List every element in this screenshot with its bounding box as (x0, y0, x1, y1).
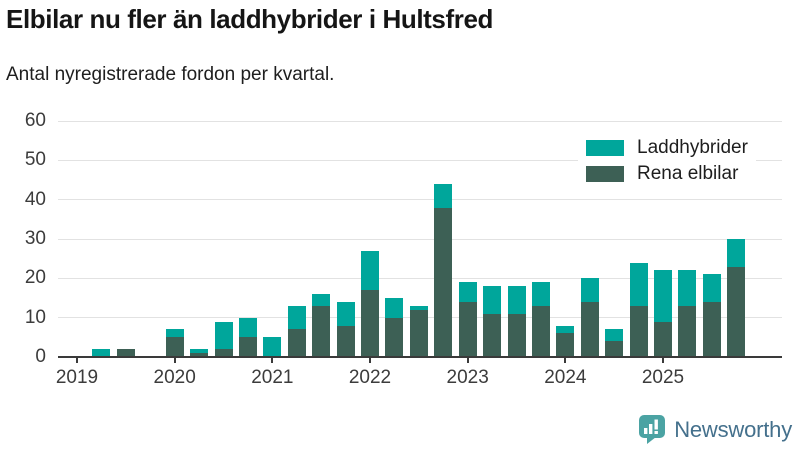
legend-item-laddhybrider: Laddhybrider (586, 135, 748, 161)
y-axis-label: 50 (24, 149, 46, 171)
y-axis-label: 30 (24, 228, 46, 249)
legend-swatch-laddhybrider (586, 140, 624, 156)
bar-segment-rena-elbilar (165, 337, 184, 357)
bar-segment-rena-elbilar (580, 301, 599, 357)
bar-segment-rena-elbilar (385, 317, 404, 357)
x-axis-tick (271, 358, 274, 363)
x-axis-label: 2019 (55, 367, 99, 388)
bar-segment-laddhybrider (238, 317, 257, 338)
y-gridline (58, 159, 782, 161)
bar-segment-laddhybrider (580, 278, 599, 302)
bar-segment-laddhybrider (92, 349, 111, 357)
bar-segment-rena-elbilar (287, 329, 306, 357)
x-axis-label: 2025 (641, 367, 685, 388)
bar-segment-laddhybrider (190, 349, 209, 354)
bar-segment-rena-elbilar (116, 349, 135, 357)
bar-segment-laddhybrider (434, 183, 453, 208)
bar-segment-rena-elbilar (605, 341, 624, 357)
bar-segment-laddhybrider (214, 321, 233, 350)
bar-segment-laddhybrider (605, 329, 624, 342)
bar-segment-laddhybrider (312, 294, 331, 306)
y-gridline (58, 238, 782, 240)
bar-segment-laddhybrider (531, 282, 550, 306)
bar-segment-laddhybrider (678, 270, 697, 306)
y-axis-label: 10 (24, 306, 46, 328)
y-axis-label: 60 (24, 110, 46, 131)
bar-segment-laddhybrider (629, 262, 648, 306)
bar-segment-rena-elbilar (190, 353, 209, 357)
x-axis-label: 2024 (544, 367, 587, 388)
bar-segment-laddhybrider (702, 274, 721, 302)
x-axis-tick (564, 358, 567, 363)
y-axis-label: 40 (24, 188, 46, 210)
chart-subtitle: Antal nyregistrerade fordon per kvartal. (6, 64, 335, 85)
bar-segment-rena-elbilar (238, 337, 257, 357)
y-gridline (58, 120, 782, 122)
bar-segment-laddhybrider (654, 270, 672, 322)
chart-legend: Laddhybrider Rena elbilar (578, 132, 756, 190)
bar-segment-rena-elbilar (507, 313, 526, 357)
newsworthy-brand-link[interactable]: Newsworthy (638, 414, 792, 445)
bar-segment-rena-elbilar (556, 333, 575, 357)
bar-segment-laddhybrider (385, 298, 404, 318)
bar-segment-laddhybrider (165, 329, 184, 338)
newsworthy-logo-icon (639, 415, 666, 444)
y-gridline (58, 199, 782, 201)
bar-segment-rena-elbilar (727, 266, 746, 357)
x-axis-tick (76, 358, 78, 363)
legend-swatch-rena-elbilar (586, 166, 624, 182)
legend-item-rena-elbilar: Rena elbilar (586, 161, 748, 187)
bar-segment-rena-elbilar (654, 321, 672, 357)
bar-segment-laddhybrider (727, 239, 746, 267)
bar-segment-laddhybrider (361, 250, 379, 291)
x-axis-tick (466, 358, 469, 363)
y-axis-label: 20 (24, 267, 46, 289)
bar-segment-laddhybrider (409, 305, 428, 310)
x-axis-label: 2022 (348, 367, 392, 388)
y-axis-label: 0 (35, 346, 46, 367)
bar-segment-rena-elbilar (312, 305, 331, 357)
x-axis-tick (369, 358, 371, 363)
bar-segment-laddhybrider (336, 301, 355, 326)
bar-segment-rena-elbilar (702, 301, 721, 357)
bar-segment-rena-elbilar (214, 349, 233, 357)
bar-segment-laddhybrider (287, 305, 306, 330)
bar-segment-laddhybrider (556, 325, 575, 334)
brand-name: Newsworthy (674, 416, 792, 442)
bar-segment-rena-elbilar (531, 305, 550, 357)
bar-segment-laddhybrider (483, 286, 502, 314)
bar-segment-laddhybrider (507, 286, 526, 314)
x-axis-label: 2020 (153, 367, 196, 388)
y-gridline (58, 277, 782, 279)
bar-segment-rena-elbilar (361, 290, 379, 357)
x-axis-label: 2023 (446, 367, 489, 388)
bar-segment-laddhybrider (458, 282, 477, 302)
bar-segment-rena-elbilar (483, 313, 502, 357)
x-axis-label: 2021 (251, 367, 294, 388)
bar-segment-rena-elbilar (458, 301, 477, 357)
x-axis-tick (173, 358, 176, 363)
bar-segment-rena-elbilar (434, 207, 453, 357)
bar-segment-rena-elbilar (409, 309, 428, 357)
legend-label: Laddhybrider (637, 137, 748, 158)
bar-segment-rena-elbilar (336, 325, 355, 357)
x-axis-line (58, 356, 782, 358)
x-axis-tick (662, 358, 664, 363)
bar-segment-laddhybrider (263, 337, 282, 357)
legend-label: Rena elbilar (637, 163, 739, 184)
bar-segment-rena-elbilar (629, 305, 648, 357)
bar-segment-rena-elbilar (678, 305, 697, 357)
chart-title: Elbilar nu fler än laddhybrider i Hultsf… (6, 4, 493, 34)
